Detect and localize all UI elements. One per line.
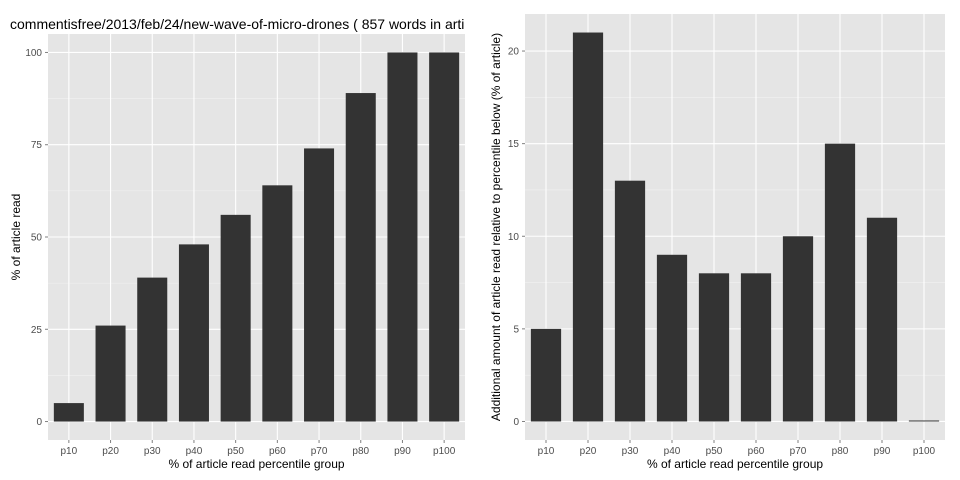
y-tick-label: 0 xyxy=(513,417,519,428)
x-tick-label: p10 xyxy=(61,446,78,457)
bar-p40 xyxy=(656,254,688,422)
y-tick-label: 75 xyxy=(31,140,43,151)
x-tick-label: p80 xyxy=(832,446,849,457)
x-axis-title-right: % of article read percentile group xyxy=(647,457,823,471)
x-tick-label: p40 xyxy=(664,446,681,457)
x-tick-label: p100 xyxy=(913,446,936,457)
chart-title: commentisfree/2013/feb/24/new-wave-of-mi… xyxy=(10,16,464,32)
y-tick-label: 15 xyxy=(508,139,520,150)
chart-right: 0 5 10 15 20 p10 p20 p30 p40 p50 p60 p70 p80 p90 p100… xyxy=(489,14,945,471)
y-axis-title-right: Additional amount of article read relati… xyxy=(489,33,503,421)
bar-p30 xyxy=(614,180,646,422)
bar-p50 xyxy=(698,273,730,422)
bar-p60 xyxy=(740,273,772,422)
x-tick-labels-right: p10 p20 p30 p40 p50 p60 p70 p80 p90 p100 xyxy=(538,440,936,457)
y-axis-title-left: % of article read xyxy=(9,194,23,281)
y-tick-label: 20 xyxy=(508,47,520,58)
bar-p70 xyxy=(782,236,814,422)
bar-p100 xyxy=(429,52,460,422)
x-tick-label: p10 xyxy=(538,446,555,457)
x-axis-title-left: % of article read percentile group xyxy=(168,457,344,471)
bars-right xyxy=(530,32,940,422)
bar-p90 xyxy=(866,217,898,422)
bar-p70 xyxy=(304,148,335,422)
x-tick-label: p60 xyxy=(269,446,286,457)
bar-p80 xyxy=(345,93,376,422)
x-tick-label: p70 xyxy=(790,446,807,457)
y-tick-label: 25 xyxy=(31,325,43,336)
y-tick-label: 0 xyxy=(36,417,42,428)
x-tick-label: p70 xyxy=(311,446,328,457)
bar-p60 xyxy=(262,185,293,422)
x-tick-label: p50 xyxy=(706,446,723,457)
x-tick-label: p90 xyxy=(874,446,891,457)
x-tick-label: p90 xyxy=(394,446,411,457)
bar-p10 xyxy=(53,403,84,422)
y-tick-label: 100 xyxy=(25,48,42,59)
bar-p90 xyxy=(387,52,418,422)
x-tick-label: p60 xyxy=(748,446,765,457)
x-tick-label: p50 xyxy=(227,446,244,457)
x-tick-labels-left: p10 p20 p30 p40 p50 p60 p70 p80 p90 p100 xyxy=(61,440,456,457)
bar-p20 xyxy=(95,325,126,422)
bar-p80 xyxy=(824,143,856,422)
bar-p10 xyxy=(530,328,562,422)
x-tick-label: p30 xyxy=(622,446,639,457)
x-tick-label: p40 xyxy=(186,446,203,457)
bar-p30 xyxy=(137,277,168,422)
y-tick-label: 5 xyxy=(513,324,519,335)
bar-p40 xyxy=(178,244,209,422)
x-tick-label: p80 xyxy=(352,446,369,457)
y-tick-labels-right: 0 5 10 15 20 xyxy=(508,47,525,428)
x-tick-label: p20 xyxy=(102,446,119,457)
x-tick-label: p100 xyxy=(433,446,456,457)
x-tick-label: p20 xyxy=(580,446,597,457)
bar-p50 xyxy=(220,214,251,422)
y-tick-label: 10 xyxy=(508,232,520,243)
x-tick-label: p30 xyxy=(144,446,161,457)
bar-p100 xyxy=(908,420,940,422)
y-tick-label: 50 xyxy=(31,233,43,244)
bar-p20 xyxy=(572,32,604,422)
y-tick-labels-left: 0 25 50 75 100 xyxy=(25,48,48,428)
bars-left xyxy=(53,52,460,422)
